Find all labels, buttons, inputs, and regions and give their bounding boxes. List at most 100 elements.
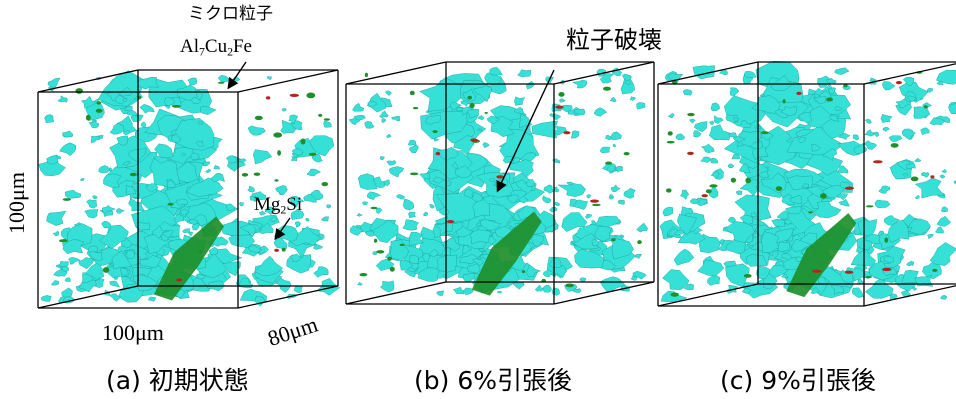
cyan-particle — [276, 277, 292, 293]
cyan-particle — [673, 248, 695, 266]
cyan-particle — [366, 191, 382, 200]
green-particle — [865, 205, 874, 208]
cyan-particle — [941, 206, 949, 213]
cyan-particle — [103, 173, 122, 189]
cyan-particle — [170, 133, 182, 143]
cyan-particle — [935, 226, 944, 234]
cyan-particle — [914, 177, 945, 199]
cyan-particle — [210, 172, 225, 183]
cyan-particle — [542, 195, 552, 204]
cyan-particle — [827, 87, 837, 95]
cyan-particle — [122, 97, 128, 103]
cyan-particle — [396, 194, 406, 200]
cyan-particle — [467, 108, 480, 119]
green-particle — [75, 88, 83, 94]
mg2si-part-2: Si — [286, 194, 303, 215]
green-particle — [300, 138, 306, 145]
cyan-particle — [50, 280, 60, 286]
al7cu2fe-sub-1: 7 — [199, 45, 205, 59]
cyan-particle — [356, 213, 364, 217]
cyan-particle — [676, 213, 697, 236]
cyan-particle — [634, 254, 643, 259]
red-void — [289, 93, 299, 97]
red-void — [496, 175, 504, 179]
height-dimension-label: 100μm — [3, 172, 29, 234]
red-void — [687, 151, 694, 155]
cyan-particle — [683, 283, 694, 290]
caption-c: (c) 9%引張後 — [720, 366, 876, 395]
cyan-particle — [795, 256, 804, 263]
cyan-particle — [128, 197, 146, 212]
cyan-particle — [530, 234, 545, 247]
cyan-particle — [609, 96, 617, 103]
cyan-particle — [52, 230, 59, 237]
cyan-particle — [80, 95, 98, 109]
cyan-particle — [88, 120, 100, 129]
cyan-particle — [556, 183, 586, 198]
box-edge — [237, 69, 339, 93]
cyan-particle — [266, 76, 272, 81]
cyan-particle — [174, 214, 184, 224]
cyan-particle — [44, 114, 55, 123]
cyan-particle — [585, 213, 592, 219]
al7cu2fe-part-1: Al — [180, 36, 199, 57]
cyan-particle — [323, 120, 332, 128]
cyan-particle — [514, 96, 526, 106]
cyan-particle — [497, 290, 502, 294]
cyan-particle — [264, 206, 276, 215]
green-particle — [376, 250, 385, 254]
cyan-particle — [551, 287, 560, 296]
green-particle — [666, 140, 675, 144]
green-particle — [592, 203, 601, 207]
green-particle — [760, 131, 770, 135]
cyan-particle — [114, 95, 127, 105]
cyan-particle — [469, 229, 491, 245]
box-edge — [657, 283, 759, 307]
cyan-particle — [135, 221, 151, 231]
green-particle — [254, 115, 263, 121]
cyan-particle — [662, 269, 690, 290]
green-particle — [413, 107, 419, 110]
cyan-particle — [512, 282, 525, 290]
cyan-particle — [941, 168, 947, 173]
cyan-particle — [195, 273, 206, 280]
panel-b-volume — [345, 61, 655, 305]
cyan-particle — [383, 179, 391, 187]
cyan-particle — [751, 95, 781, 114]
cyan-particle — [549, 206, 558, 213]
cyan-particle — [78, 257, 94, 270]
cyan-particle — [122, 160, 131, 166]
cyan-particle — [771, 218, 786, 228]
cyan-particle — [863, 140, 878, 150]
cyan-particle — [780, 105, 797, 116]
cyan-particle — [708, 120, 714, 126]
cyan-particle — [781, 193, 795, 206]
cyan-particle — [534, 284, 544, 292]
green-particle — [198, 250, 204, 254]
box-edge — [237, 285, 339, 309]
cyan-particle — [46, 210, 67, 226]
cyan-particle — [693, 130, 702, 138]
green-particle — [890, 143, 899, 148]
cyan-particle — [364, 230, 375, 237]
cyan-particle — [487, 115, 500, 124]
red-void — [873, 160, 883, 164]
cyan-particle — [402, 219, 419, 231]
cyan-particle — [731, 153, 741, 160]
green-particle — [469, 102, 475, 109]
green-particle — [171, 105, 181, 108]
cyan-particle — [151, 225, 169, 239]
cyan-particle — [857, 219, 878, 237]
green-particle — [410, 172, 419, 176]
green-particle — [820, 193, 827, 199]
red-void — [812, 269, 822, 273]
cyan-particle — [288, 114, 299, 125]
cyan-particle — [615, 165, 624, 173]
cyan-particle — [606, 163, 618, 172]
cyan-particle — [364, 121, 375, 129]
cyan-particle — [864, 129, 875, 137]
cyan-particle — [58, 261, 69, 268]
cyan-particle — [759, 93, 766, 97]
cyan-particle — [379, 110, 389, 119]
